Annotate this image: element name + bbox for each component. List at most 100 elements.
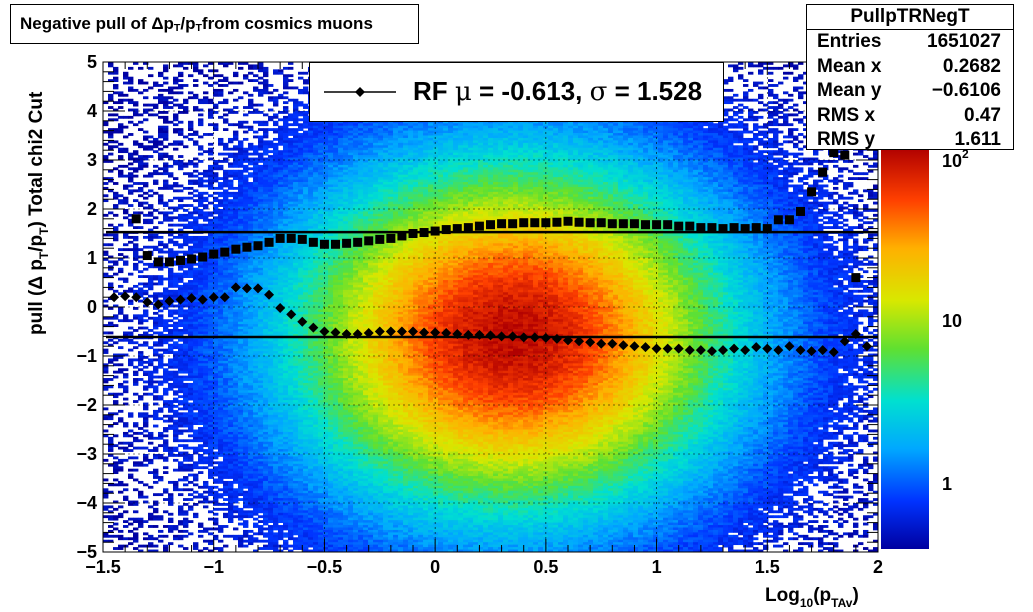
heatmap-cell <box>188 126 193 129</box>
heatmap-cell <box>558 162 563 165</box>
heatmap-cell <box>413 128 418 131</box>
heatmap-cell <box>528 133 533 136</box>
heatmap-cell <box>548 145 553 148</box>
heatmap-cell <box>553 172 558 175</box>
heatmap-cell <box>733 162 738 165</box>
heatmap-cell <box>163 170 168 173</box>
heatmap-cell <box>588 123 593 126</box>
heatmap-cell <box>753 165 758 168</box>
heatmap-cell <box>528 131 533 134</box>
heatmap-cell <box>358 136 363 139</box>
heatmap-cell <box>353 136 358 139</box>
heatmap-cell <box>248 172 253 175</box>
heatmap-cell <box>673 136 678 139</box>
heatmap-cell <box>123 77 128 80</box>
heatmap-cell <box>648 140 653 143</box>
heatmap-cell <box>373 162 378 165</box>
heatmap-cell <box>478 128 483 131</box>
heatmap-cell <box>453 136 458 139</box>
heatmap-cell <box>388 172 393 175</box>
heatmap-cell <box>408 123 413 126</box>
heatmap-cell <box>663 172 668 175</box>
heatmap-cell <box>733 153 738 156</box>
heatmap-cell <box>708 150 713 153</box>
heatmap-cell <box>753 145 758 148</box>
heatmap-cell <box>273 162 278 165</box>
heatmap-cell <box>513 160 518 163</box>
heatmap-cell <box>158 72 163 75</box>
heatmap-cell <box>763 143 768 146</box>
heatmap-cell <box>288 133 293 136</box>
heatmap-cell <box>128 133 133 136</box>
heatmap-cell <box>538 131 543 134</box>
heatmap-cell <box>768 143 773 146</box>
heatmap-cell <box>608 136 613 139</box>
heatmap-cell <box>743 138 748 141</box>
heatmap-cell <box>713 170 718 173</box>
heatmap-cell <box>383 160 388 163</box>
heatmap-cell <box>778 82 783 85</box>
heatmap-cell <box>728 155 733 158</box>
heatmap-cell <box>713 148 718 151</box>
heatmap-cell <box>478 148 483 151</box>
heatmap-cell <box>513 131 518 134</box>
heatmap-cell <box>343 170 348 173</box>
heatmap-cell <box>353 167 358 170</box>
heatmap-cell <box>678 170 683 173</box>
heatmap-cell <box>483 172 488 175</box>
heatmap-cell <box>658 138 663 141</box>
heatmap-cell <box>403 150 408 153</box>
heatmap-cell <box>253 162 258 165</box>
heatmap-cell <box>348 165 353 168</box>
heatmap-cell <box>513 170 518 173</box>
heatmap-cell <box>363 153 368 156</box>
heatmap-cell <box>203 172 208 175</box>
heatmap-cell <box>618 160 623 163</box>
heatmap-cell <box>298 165 303 168</box>
heatmap-cell <box>513 167 518 170</box>
heatmap-cell <box>493 165 498 168</box>
heatmap-cell <box>698 167 703 170</box>
heatmap-cell <box>383 172 388 175</box>
heatmap-cell <box>363 126 368 129</box>
heatmap-cell <box>548 138 553 141</box>
heatmap-cell <box>303 143 308 146</box>
heatmap-cell <box>803 160 808 163</box>
heatmap-cell <box>338 155 343 158</box>
heatmap-cell <box>423 140 428 143</box>
heatmap-cell <box>513 133 518 136</box>
heatmap-cell <box>458 153 463 156</box>
heatmap-cell <box>708 126 713 129</box>
heatmap-cell <box>568 162 573 165</box>
heatmap-cell <box>518 170 523 173</box>
heatmap-cell <box>718 136 723 139</box>
heatmap-cell <box>743 84 748 87</box>
heatmap-cell <box>523 160 528 163</box>
heatmap-cell <box>588 131 593 134</box>
heatmap-cell <box>453 128 458 131</box>
heatmap-cell <box>503 150 508 153</box>
heatmap-cell <box>393 172 398 175</box>
heatmap-cell <box>553 167 558 170</box>
heatmap-cell <box>308 172 313 175</box>
heatmap-cell <box>288 143 293 146</box>
heatmap-cell <box>158 131 163 134</box>
heatmap-cell <box>483 150 488 153</box>
heatmap-cell <box>538 133 543 136</box>
heatmap-cell <box>113 84 118 87</box>
heatmap-cell <box>648 172 653 175</box>
heatmap-cell <box>558 140 563 143</box>
heatmap-cell <box>568 155 573 158</box>
heatmap-cell <box>133 113 138 116</box>
heatmap-cell <box>103 155 108 158</box>
heatmap-cell <box>528 160 533 163</box>
heatmap-cell <box>388 150 393 153</box>
heatmap-cell <box>748 111 753 114</box>
heatmap-cell <box>303 153 308 156</box>
heatmap-cell <box>118 143 123 146</box>
heatmap-cell <box>668 167 673 170</box>
heatmap-cell <box>483 155 488 158</box>
heatmap-cell <box>183 111 188 114</box>
heatmap-cell <box>143 165 148 168</box>
heatmap-cell <box>708 172 713 175</box>
